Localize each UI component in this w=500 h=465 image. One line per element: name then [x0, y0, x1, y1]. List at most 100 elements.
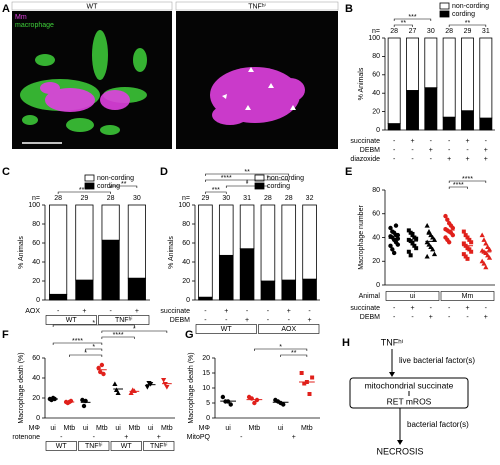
significance-bracket: [448, 186, 468, 189]
row-label: MΦ: [199, 425, 211, 432]
data-point: [424, 253, 430, 259]
y-tick-label: 20: [32, 395, 40, 402]
row-value: -: [448, 314, 451, 321]
y-tick-label: 100: [178, 202, 190, 209]
data-point: [252, 400, 257, 406]
row-value: AOX: [281, 326, 296, 333]
bar-segment: [479, 37, 493, 119]
bar-segment: [442, 116, 456, 131]
node: NECROSIS: [376, 446, 423, 456]
bar-segment: [406, 37, 419, 91]
significance-label: *: [84, 350, 87, 357]
bar-segment: [424, 87, 438, 131]
data-point: [445, 217, 450, 222]
bar-segment: [198, 204, 213, 298]
group-box: [98, 315, 150, 325]
data-point: [388, 225, 393, 231]
legend-swatch: [254, 174, 265, 182]
row-value: WT: [56, 443, 68, 450]
data-point: [463, 233, 468, 238]
significance-bracket: [393, 18, 432, 21]
row-value: TNFʰⁱ: [115, 316, 133, 324]
row-label: DEBM: [170, 317, 190, 324]
y-tick-label: 80: [372, 53, 380, 60]
row-value: Mm: [462, 293, 474, 300]
y-tick-label: 80: [32, 221, 40, 228]
n-value: 28: [107, 195, 115, 202]
row-value: -: [466, 314, 469, 321]
data-point: [388, 243, 393, 249]
row-value: TNFʰⁱ: [150, 442, 168, 450]
row-value: -: [430, 138, 433, 145]
edge-label: bacterial factor(s): [407, 420, 469, 429]
row-value: -: [204, 308, 207, 315]
n-value: 31: [243, 195, 251, 202]
panel-label: C: [2, 166, 10, 178]
row-value: -: [411, 147, 414, 154]
data-point: [220, 394, 226, 400]
row-value: +: [410, 138, 414, 145]
n-value: 28: [445, 28, 453, 35]
row-label: diazoxide: [350, 156, 380, 163]
row-value: -: [288, 317, 291, 324]
group-box: [143, 441, 175, 451]
row-value: +: [224, 308, 228, 315]
significance-bracket: [246, 179, 290, 182]
data-point: [299, 371, 304, 375]
row-value: -: [267, 317, 270, 324]
n-value: 28: [264, 195, 272, 202]
image-title: WT: [87, 3, 99, 10]
bar-segment: [302, 204, 317, 280]
bacteria: [40, 67, 305, 125]
row-value: +: [410, 305, 414, 312]
n-label: n=: [372, 28, 380, 35]
row-value: -: [204, 317, 207, 324]
significance-bracket: [280, 354, 308, 357]
legend-label: cording: [452, 11, 475, 18]
significance-bracket: [69, 354, 103, 357]
row-value: ui: [148, 425, 154, 432]
significance-bracket: [205, 173, 290, 176]
y-tick-label: 40: [372, 234, 380, 241]
row-value: -: [485, 305, 488, 312]
n-label: n=: [182, 195, 190, 202]
data-point: [469, 249, 474, 254]
significance-label: **: [244, 169, 250, 176]
significance-bracket: [448, 180, 487, 183]
data-point: [228, 402, 233, 407]
y-tick-label: 60: [32, 240, 40, 247]
row-value: -: [393, 138, 396, 145]
data-point: [414, 236, 419, 241]
n-value: 28: [54, 195, 62, 202]
bar-segment: [260, 280, 276, 301]
row-value: +: [308, 317, 312, 324]
data-point: [307, 392, 312, 396]
significance-label: **: [465, 20, 471, 27]
row-value: ui: [410, 293, 416, 300]
n-label: n=: [32, 195, 40, 202]
header: [175, 1, 339, 11]
data-point: [408, 253, 413, 258]
significance-bracket: [393, 24, 413, 27]
node: TNFʰⁱ: [381, 337, 404, 347]
row-value: Mtb: [301, 425, 313, 432]
row-value: -: [430, 305, 433, 312]
significance-label: ****: [221, 175, 232, 182]
legend-label: non-cording: [452, 3, 489, 10]
legend-label: non-cording: [97, 175, 134, 182]
row-value: -: [448, 138, 451, 145]
bar-segment: [127, 204, 146, 279]
bar-segment: [442, 37, 456, 118]
row-label: DEBM: [360, 314, 380, 321]
data-point: [281, 402, 286, 407]
data-point: [395, 242, 401, 247]
bar-segment: [218, 204, 234, 256]
row-value: Mtb: [161, 425, 173, 432]
significance-bracket: [110, 185, 138, 188]
data-point: [406, 228, 411, 233]
y-tick-label: 60: [182, 240, 190, 247]
data-point: [481, 237, 487, 242]
bar-segment: [49, 293, 68, 301]
significance-label: ****: [72, 338, 83, 345]
legend-label: non-cording: [267, 175, 304, 182]
